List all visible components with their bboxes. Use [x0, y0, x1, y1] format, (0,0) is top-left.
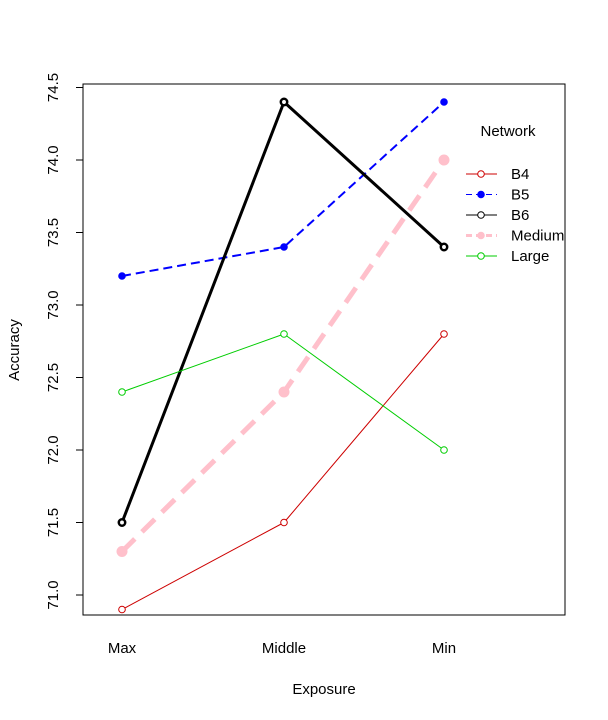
data-point-b5: [280, 243, 288, 251]
legend-label-b5: B5: [511, 187, 529, 204]
data-point-large: [280, 330, 288, 338]
data-point-medium: [278, 386, 290, 398]
data-point-medium: [116, 546, 128, 557]
legend-item-medium: Medium: [466, 228, 564, 245]
y-tick-label: 72.5: [45, 363, 62, 392]
series-medium: [116, 154, 450, 557]
legend-label-b6: B6: [511, 207, 529, 224]
x-tick-label: Max: [108, 640, 137, 657]
series-line-b5: [121, 101, 445, 277]
data-point-medium: [438, 154, 450, 166]
y-tick-label: 71.5: [45, 508, 62, 537]
x-axis: Max Middle Min: [108, 640, 456, 657]
legend-item-b6: B6: [466, 207, 529, 224]
legend-label-large: Large: [511, 248, 549, 265]
data-point-b4: [440, 330, 448, 338]
y-tick-label: 73.5: [45, 218, 62, 247]
data-point-large: [440, 446, 448, 454]
y-axis: 71.0 71.5 72.0 72.5 73.0 73.5 74.0 74.5: [45, 73, 83, 610]
x-axis-label: Exposure: [292, 681, 355, 698]
data-point-b6: [117, 518, 127, 527]
data-point-b4: [118, 605, 126, 614]
data-point-b5: [440, 98, 448, 106]
series-b5: [118, 98, 448, 280]
legend-title: Network: [480, 123, 536, 140]
y-tick-label: 73.0: [45, 290, 62, 319]
legend-item-b4: B4: [466, 166, 529, 183]
series-large: [118, 330, 448, 454]
legend-item-b5: B5: [466, 187, 529, 204]
legend-marker-large: [477, 252, 485, 260]
data-point-b6: [279, 97, 289, 107]
plot-frame: [82, 83, 566, 616]
legend-marker-b6: [477, 211, 485, 219]
series-b6: [117, 97, 449, 527]
y-tick-label: 74.0: [45, 145, 62, 174]
x-tick-label: Middle: [262, 640, 306, 657]
data-point-b6: [439, 242, 449, 252]
series-line-medium: [120, 158, 447, 554]
y-axis-label: Accuracy: [6, 319, 23, 381]
legend: Network B4 B5 B6 Medium Large: [466, 123, 564, 265]
series-line-b4: [121, 333, 445, 610]
data-point-b5: [118, 272, 126, 280]
legend-item-large: Large: [466, 248, 549, 265]
legend-marker-b4: [477, 170, 485, 178]
legend-marker-medium: [477, 231, 485, 240]
series-line-b6: [120, 100, 446, 524]
data-point-b4: [280, 518, 288, 527]
y-tick-label: 71.0: [45, 580, 62, 609]
series-b4: [118, 330, 448, 614]
data-point-large: [118, 388, 126, 396]
y-tick-label: 72.0: [45, 435, 62, 464]
legend-label-medium: Medium: [511, 228, 564, 245]
y-tick-label: 74.5: [45, 73, 62, 102]
legend-marker-b5: [477, 190, 485, 199]
series-layer: [116, 97, 450, 614]
legend-label-b4: B4: [511, 166, 529, 183]
x-tick-label: Min: [432, 640, 456, 657]
